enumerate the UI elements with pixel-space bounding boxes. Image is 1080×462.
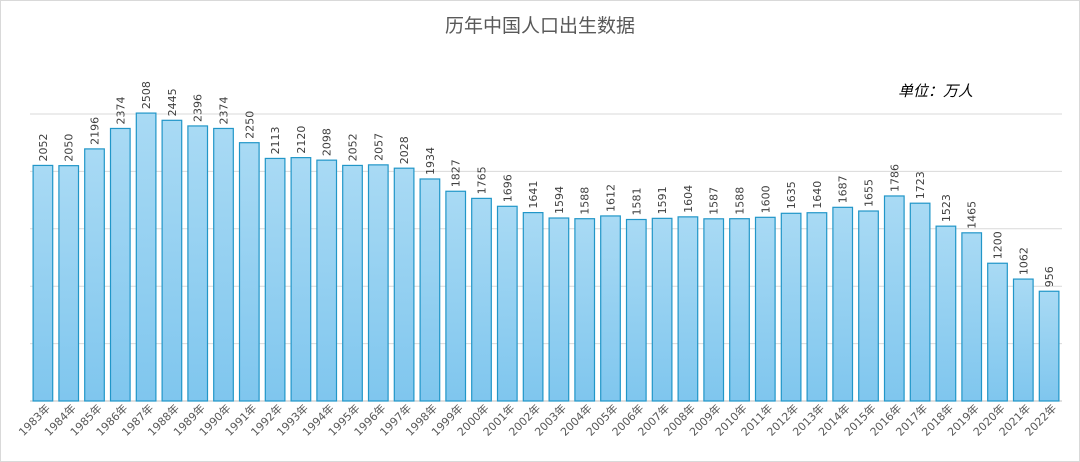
bar-2007年 — [651, 217, 673, 402]
bar-1999年 — [445, 190, 467, 402]
data-label: 2196 — [89, 117, 102, 145]
bar-1984年 — [58, 165, 80, 402]
bar-1986年 — [109, 127, 131, 402]
data-labels: 2052 2050 2196 2374 2508 2445 2396 2374 2250 2113… — [37, 81, 1056, 287]
data-label: 1604 — [682, 185, 695, 213]
bar-2002年 — [522, 212, 544, 402]
unit-label: 单位：万人 — [898, 82, 973, 100]
data-label: 1200 — [992, 231, 1005, 259]
data-label: 2445 — [166, 88, 179, 116]
data-label: 2028 — [398, 136, 411, 164]
data-label: 1641 — [527, 181, 540, 209]
data-label: 1591 — [656, 186, 669, 214]
data-label: 1588 — [579, 187, 592, 215]
data-label: 1594 — [553, 186, 566, 214]
bar-2019年 — [961, 232, 983, 402]
data-label: 1640 — [811, 181, 824, 209]
data-label: 1655 — [863, 179, 876, 207]
bar-2006年 — [625, 218, 647, 402]
data-label: 2120 — [295, 126, 308, 154]
data-label: 1581 — [630, 188, 643, 216]
bar-2017年 — [909, 202, 931, 402]
bar-2011年 — [754, 216, 776, 402]
bar-2016年 — [883, 195, 905, 402]
bar-2022年 — [1038, 290, 1060, 402]
data-label: 1600 — [759, 185, 772, 213]
bar-2001年 — [496, 205, 518, 402]
data-label: 2374 — [218, 96, 231, 124]
data-label: 2050 — [63, 134, 76, 162]
bar-1983年 — [32, 164, 54, 402]
bar-1987年 — [135, 112, 157, 402]
data-label: 1765 — [476, 166, 489, 194]
bar-1990年 — [213, 127, 234, 402]
data-label: 1523 — [940, 194, 953, 222]
bar-2020年 — [987, 262, 1008, 402]
bar-1997年 — [393, 167, 415, 402]
bar-2015年 — [858, 210, 879, 402]
bar-1996年 — [367, 164, 389, 402]
bar-1992年 — [264, 157, 286, 402]
bar-1988年 — [161, 119, 183, 402]
data-label: 1635 — [785, 181, 798, 209]
data-label: 1612 — [605, 184, 618, 212]
data-label: 1723 — [914, 171, 927, 199]
data-label: 2052 — [37, 133, 50, 161]
bar-1985年 — [84, 148, 105, 402]
bar-2008年 — [677, 216, 699, 402]
data-label: 2098 — [321, 128, 334, 156]
bar-2012年 — [780, 212, 802, 402]
bar-1998年 — [419, 178, 441, 402]
bars — [32, 112, 1060, 402]
data-label: 2250 — [243, 111, 256, 139]
data-label: 1062 — [1017, 247, 1030, 275]
bar-2009年 — [703, 218, 725, 402]
data-label: 1588 — [734, 187, 747, 215]
data-label: 1687 — [837, 175, 850, 203]
data-label: 1934 — [424, 147, 437, 175]
data-label: 1786 — [888, 164, 901, 192]
bar-2010年 — [729, 218, 750, 402]
bar-1994年 — [316, 159, 338, 402]
bar-2003年 — [548, 217, 570, 402]
bar-2014年 — [832, 206, 854, 402]
bar-2018年 — [935, 225, 957, 402]
bar-1993年 — [290, 157, 312, 402]
bar-1991年 — [238, 142, 260, 402]
bar-2005年 — [600, 215, 621, 402]
bar-2021年 — [1012, 278, 1034, 402]
data-label: 2057 — [372, 133, 385, 161]
data-label: 1696 — [501, 174, 514, 202]
bar-2000年 — [471, 197, 492, 402]
data-label: 2052 — [347, 133, 360, 161]
bar-2013年 — [806, 212, 828, 402]
bar-2004年 — [574, 218, 596, 402]
bar-1995年 — [342, 164, 363, 402]
data-label: 2374 — [114, 96, 127, 124]
data-label: 2396 — [192, 94, 205, 122]
data-label: 1465 — [966, 201, 979, 229]
chart-title: 历年中国人口出生数据 — [445, 15, 635, 37]
data-label: 1827 — [450, 159, 463, 187]
data-label: 2113 — [269, 126, 282, 154]
data-label: 956 — [1043, 266, 1056, 287]
bar-1989年 — [187, 125, 209, 402]
data-label: 2508 — [140, 81, 153, 109]
data-label: 1587 — [708, 187, 721, 215]
